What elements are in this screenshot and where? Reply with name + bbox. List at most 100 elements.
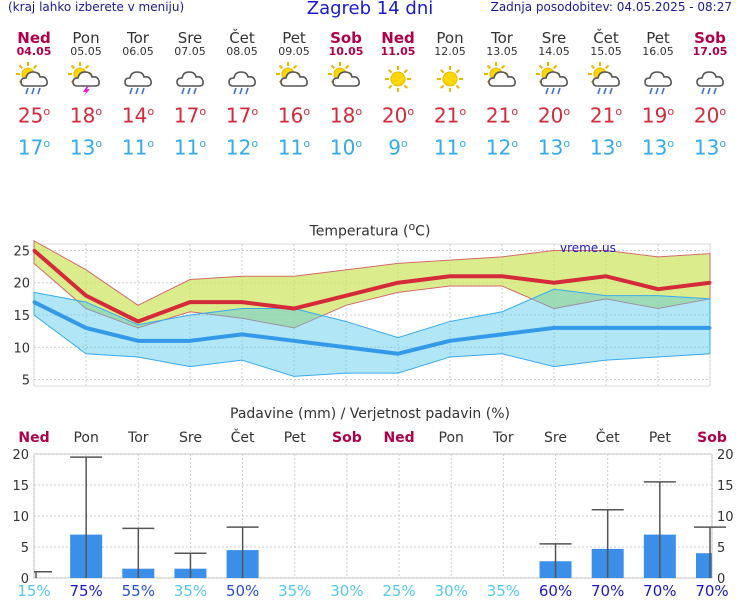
min-point (136, 339, 140, 343)
degree-symbol: o (251, 105, 259, 118)
max-temperature: 25o (8, 100, 60, 128)
max-point (240, 300, 244, 304)
degree-symbol: o (511, 136, 519, 150)
day-name: Sob (694, 29, 726, 47)
day-date: 05.05 (70, 45, 102, 58)
temperature-chart-title: Temperatura (oC) (309, 220, 431, 240)
max-temperature-value: 21 (589, 103, 616, 128)
day-date: 16.05 (642, 45, 674, 58)
max-point (656, 287, 660, 291)
min-point (396, 352, 400, 356)
location-hint: (kraj lahko izberete v meniju) (8, 0, 185, 14)
degree-symbol: o (667, 105, 675, 118)
day-column: Čet 15.05 21o 13o (580, 30, 632, 159)
cloud-rain-icon (696, 71, 724, 95)
day-label: Čet (231, 428, 255, 446)
min-temperature: 11o (424, 132, 476, 159)
min-temperature: 11o (112, 132, 164, 159)
max-temperature-line (32, 248, 711, 324)
max-temperature: 20o (684, 100, 736, 128)
degree-symbol: o (355, 105, 363, 118)
probability-label: 15% (17, 582, 50, 600)
day-label: Pet (649, 430, 672, 446)
day-label: Sob (697, 430, 727, 446)
day-date: 12.05 (434, 45, 466, 58)
day-date: 17.05 (692, 45, 728, 58)
day-date: 09.05 (278, 45, 310, 58)
probability-label: 60% (539, 582, 572, 600)
max-temperature: 21o (580, 100, 632, 128)
y-tick-label: 10 (13, 341, 30, 356)
day-label: Pet (284, 430, 307, 446)
degree-symbol: o (563, 105, 571, 118)
y-tick-label: 5 (22, 374, 30, 389)
last-update: Zadnja posodobitev: 04.05.2025 - 08:27 (490, 0, 732, 14)
min-temperature-value: 13 (693, 135, 720, 160)
max-temperature: 21o (476, 100, 528, 128)
day-label: Sob (332, 430, 362, 446)
day-column: Pet 16.05 19o 13o (632, 30, 684, 159)
day-name: Sob (330, 29, 362, 47)
degree-symbol: o (355, 136, 363, 150)
max-temperature-value: 17 (173, 103, 200, 128)
min-point (344, 345, 348, 349)
min-temperature-value: 13 (589, 135, 616, 160)
degree-symbol: o (719, 136, 727, 150)
min-temperature: 13o (528, 132, 580, 159)
min-temperature-value: 11 (173, 135, 200, 160)
degree-symbol: o (459, 136, 467, 150)
precipitation-bar (696, 553, 712, 578)
day-name: Ned (381, 29, 415, 47)
degree-symbol: o (615, 105, 623, 118)
y-tick-label-right: 10 (717, 510, 734, 525)
day-label: Čet (596, 428, 620, 446)
min-temperature-value: 13 (69, 135, 96, 160)
max-temperature: 17o (164, 100, 216, 128)
day-label: Tor (492, 430, 514, 446)
min-temperature-value: 9 (388, 135, 401, 160)
max-temperature: 17o (216, 100, 268, 128)
day-date: 08.05 (226, 45, 258, 58)
y-tick-label: 20 (12, 448, 29, 463)
y-tick-label-right: 0 (717, 572, 725, 587)
min-point (292, 339, 296, 343)
min-temperature: 13o (580, 132, 632, 160)
max-temperature: 16o (268, 100, 320, 128)
day-name: Pet (282, 29, 306, 47)
degree-symbol: o (667, 136, 675, 150)
y-tick-label-right: 5 (717, 541, 725, 556)
max-temperature-value: 20 (381, 103, 408, 128)
probability-label: 35% (174, 582, 207, 600)
max-temperature-value: 16 (277, 103, 304, 128)
min-point (656, 326, 660, 330)
min-temperature: 17o (8, 132, 60, 159)
max-temperature: 19o (632, 100, 684, 128)
sun-icon (437, 66, 463, 92)
min-point (604, 326, 608, 330)
max-point (500, 274, 504, 278)
probability-label: 25% (382, 582, 415, 600)
probability-label: 35% (487, 582, 520, 600)
y-tick-label-right: 15 (717, 479, 734, 494)
max-temperature-value: 17 (225, 103, 252, 128)
day-date: 04.05 (16, 45, 52, 58)
day-column: Sob 17.05 20o 13o (684, 30, 736, 159)
degree-symbol: o (43, 136, 51, 150)
min-point (240, 332, 244, 336)
day-label: Pon (73, 430, 98, 446)
sun-cloud-icon (484, 62, 516, 87)
max-temperature-value: 18 (69, 103, 96, 128)
probability-label: 70% (591, 582, 624, 600)
day-column: Sre 14.05 20o 13o (528, 30, 580, 159)
day-date: 13.05 (486, 45, 518, 58)
min-point (84, 326, 88, 330)
min-temperature-value: 12 (485, 135, 512, 160)
min-point (188, 339, 192, 343)
degree-symbol: o (95, 105, 103, 118)
probability-label: 75% (69, 582, 102, 600)
sun-cloud-icon (328, 62, 360, 87)
day-column: Sre 07.05 17o 11o (164, 30, 216, 159)
min-point (448, 339, 452, 343)
degree-symbol: o (303, 136, 311, 150)
min-temperature: 13o (684, 132, 736, 160)
